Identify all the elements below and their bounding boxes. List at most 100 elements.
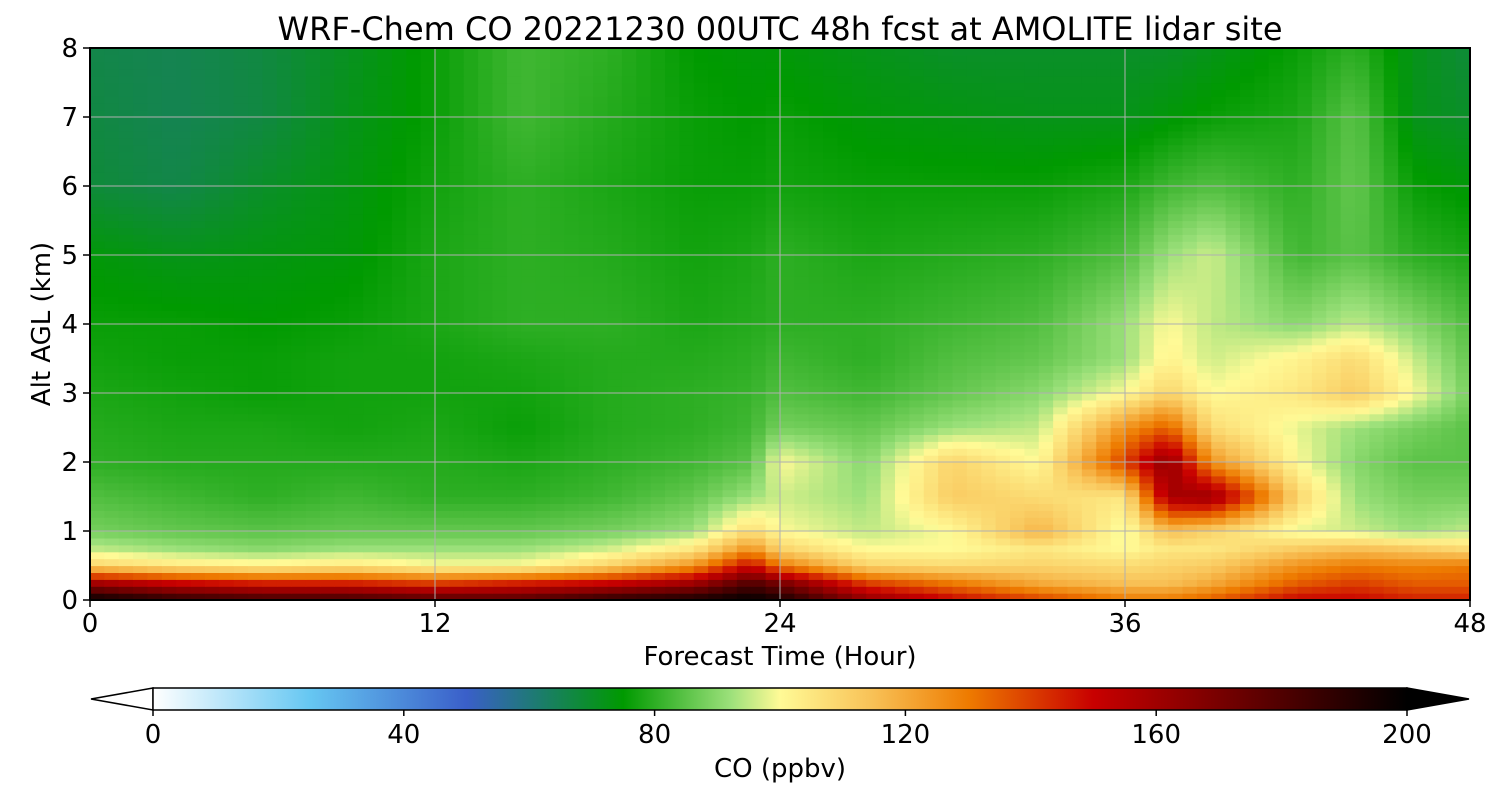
heatmap-cell: [1254, 427, 1270, 435]
heatmap-cell: [248, 268, 264, 277]
heatmap-cell: [492, 268, 508, 277]
heatmap-cell: [895, 482, 910, 491]
heatmap-cell: [837, 241, 853, 249]
heatmap-cell: [1311, 358, 1327, 366]
heatmap-cell: [118, 434, 134, 442]
heatmap-cell: [1340, 468, 1356, 477]
heatmap-cell: [1383, 379, 1399, 387]
heatmap-cell: [320, 317, 335, 325]
heatmap-cell: [650, 593, 666, 600]
heatmap-cell: [176, 565, 192, 573]
heatmap-cell: [133, 372, 149, 380]
heatmap-cell: [118, 275, 134, 284]
heatmap-cell: [736, 427, 752, 435]
heatmap-cell: [435, 531, 450, 539]
heatmap-cell: [808, 358, 824, 366]
heatmap-cell: [1196, 524, 1212, 532]
heatmap-cell: [1225, 330, 1241, 339]
heatmap-cell: [880, 441, 896, 449]
heatmap-cell: [1283, 468, 1299, 477]
heatmap-cell: [205, 496, 220, 504]
heatmap-cell: [751, 248, 767, 256]
heatmap-cell: [435, 448, 450, 456]
heatmap-cell: [262, 393, 278, 401]
heatmap-cell: [104, 434, 120, 442]
heatmap-cell: [1412, 241, 1428, 249]
heatmap-cell: [291, 296, 307, 304]
heatmap-cell: [420, 296, 436, 304]
heatmap-cell: [348, 330, 364, 339]
heatmap-cell: [1369, 324, 1385, 332]
heatmap-cell: [291, 448, 307, 456]
heatmap-cell: [334, 406, 350, 415]
heatmap-cell: [679, 496, 695, 504]
heatmap-cell: [104, 282, 120, 291]
heatmap-cell: [1010, 310, 1025, 318]
heatmap-cell: [837, 551, 853, 560]
heatmap-cell: [320, 434, 335, 442]
heatmap-cell: [391, 413, 407, 422]
heatmap-cell: [952, 324, 968, 332]
heatmap-cell: [1369, 344, 1385, 353]
heatmap-cell: [205, 448, 220, 456]
heatmap-cell: [938, 351, 954, 360]
heatmap-cell: [1297, 531, 1313, 539]
heatmap-cell: [1225, 255, 1241, 263]
heatmap-cell: [1240, 579, 1255, 587]
heatmap-cell: [1283, 593, 1299, 600]
heatmap-cell: [1168, 565, 1184, 573]
heatmap-cell: [133, 393, 149, 401]
heatmap-cell: [650, 324, 666, 332]
heatmap-cell: [1010, 420, 1025, 429]
heatmap-cell: [665, 441, 680, 449]
heatmap-cell: [1067, 248, 1083, 256]
heatmap-cell: [736, 289, 752, 297]
heatmap-cell: [449, 503, 465, 511]
heatmap-cell: [938, 386, 954, 394]
heatmap-cell: [420, 551, 436, 560]
heatmap-cell: [621, 365, 637, 373]
heatmap-cell: [1110, 261, 1126, 270]
heatmap-cell: [1053, 296, 1069, 304]
heatmap-cell: [736, 531, 752, 539]
heatmap-cell: [952, 337, 968, 346]
heatmap-cell: [176, 551, 192, 560]
heatmap-cell: [995, 303, 1011, 311]
heatmap-cell: [621, 489, 637, 498]
heatmap-cell: [406, 317, 422, 325]
heatmap-cell: [420, 282, 436, 291]
heatmap-cell: [995, 344, 1011, 353]
heatmap-cell: [1283, 406, 1299, 415]
heatmap-cell: [377, 337, 393, 346]
heatmap-cell: [1283, 296, 1299, 304]
heatmap-cell: [348, 406, 364, 415]
heatmap-cell: [808, 565, 824, 573]
heatmap-cell: [923, 289, 939, 297]
heatmap-cell: [693, 261, 709, 270]
heatmap-cell: [262, 337, 278, 346]
heatmap-cell: [1297, 586, 1313, 594]
heatmap-cell: [320, 558, 335, 567]
heatmap-cell: [133, 351, 149, 360]
heatmap-cell: [765, 386, 781, 394]
heatmap-cell: [334, 413, 350, 422]
heatmap-cell: [693, 255, 709, 263]
heatmap-cell: [190, 255, 206, 263]
heatmap-cell: [478, 365, 494, 373]
heatmap-cell: [1081, 406, 1097, 415]
heatmap-cell: [406, 337, 422, 346]
heatmap-cell: [880, 482, 896, 491]
heatmap-cell: [1268, 358, 1284, 366]
heatmap-cell: [636, 248, 652, 256]
heatmap-cell: [708, 255, 724, 263]
heatmap-cell: [449, 393, 465, 401]
heatmap-cell: [492, 406, 508, 415]
heatmap-cell: [1081, 544, 1097, 553]
heatmap-cell: [492, 537, 508, 546]
heatmap-cell: [621, 558, 637, 567]
heatmap-cell: [794, 413, 810, 422]
heatmap-cell: [320, 310, 335, 318]
heatmap-cell: [1441, 275, 1457, 284]
heatmap-cell: [161, 337, 177, 346]
heatmap-cell: [233, 551, 249, 560]
